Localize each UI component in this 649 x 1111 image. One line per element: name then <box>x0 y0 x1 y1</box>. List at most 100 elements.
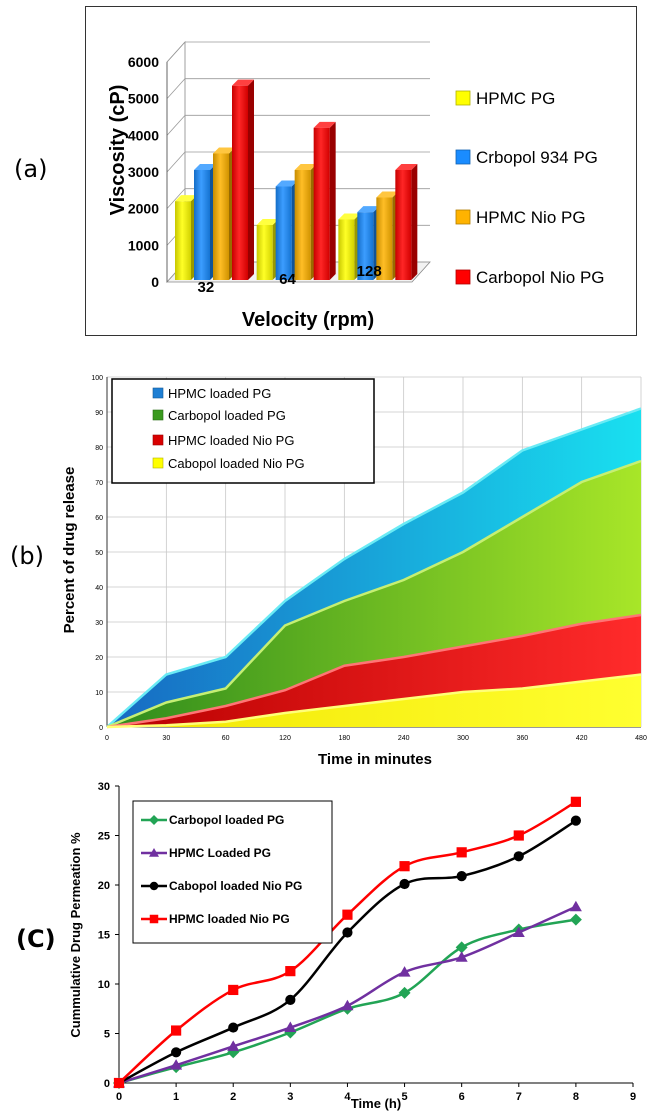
data-point <box>171 1025 182 1036</box>
x-tick-label: 128 <box>357 263 382 280</box>
y-tick-label: 30 <box>98 781 110 793</box>
bar-top <box>175 195 197 202</box>
x-tick-label: 6 <box>459 1091 465 1103</box>
data-point <box>227 1040 240 1051</box>
legend-label: Cabopol loaded Nio PG <box>169 879 302 893</box>
data-point <box>149 881 159 891</box>
bar-front <box>294 170 311 280</box>
y-tick-label: 3000 <box>128 164 159 180</box>
bar-front <box>213 153 229 280</box>
legend-swatch <box>152 457 164 469</box>
data-point <box>341 999 354 1011</box>
bar-top <box>313 121 336 128</box>
bar-front <box>232 85 248 281</box>
legend-swatch <box>455 90 471 106</box>
x-tick-label: 64 <box>279 271 296 288</box>
bar-front <box>338 219 355 280</box>
data-point <box>171 1047 182 1058</box>
y-tick-label: 4000 <box>128 127 159 143</box>
bar-front <box>376 197 393 280</box>
legend-item: Cabopol loaded Nio PG <box>152 456 305 471</box>
data-point <box>149 914 159 924</box>
legend-item: Carbopol loaded PG <box>152 408 286 423</box>
data-point <box>456 870 467 882</box>
data-point <box>285 994 296 1005</box>
y-tick-label: 10 <box>95 690 103 697</box>
bar-top <box>395 164 418 170</box>
data-point <box>570 815 581 826</box>
x-axis-title: Time in minutes <box>318 751 432 768</box>
x-tick-label: 120 <box>279 735 291 742</box>
y-tick-label: 5000 <box>128 91 159 107</box>
x-tick-label: 9 <box>630 1091 636 1103</box>
y-tick-label: 50 <box>95 550 103 557</box>
y-axis-title: Percent of drug release <box>61 467 78 634</box>
area-top-edge <box>106 673 642 729</box>
data-point <box>284 1021 297 1033</box>
bar <box>213 147 235 280</box>
y-tick-label: 0 <box>99 725 103 732</box>
legend-swatch <box>455 149 471 165</box>
legend-item: HPMC PG <box>455 89 555 108</box>
y-tick-label: 40 <box>95 585 103 592</box>
x-tick-label: 32 <box>197 279 214 296</box>
y-tick-label: 6000 <box>128 54 159 70</box>
x-tick-label: 420 <box>576 735 588 742</box>
chart-a-frame <box>85 6 637 336</box>
legend-label: Carbopol Nio PG <box>476 268 605 287</box>
x-axis-title: Velocity (rpm) <box>242 309 374 331</box>
data-point <box>149 815 159 825</box>
y-tick-label: 90 <box>95 410 103 417</box>
bar-top <box>338 213 361 220</box>
bar-top <box>357 206 380 213</box>
legend-item: Carbopol Nio PG <box>455 268 605 287</box>
y-tick-label: 80 <box>95 445 103 452</box>
data-point <box>228 984 239 996</box>
gridline-side <box>166 151 186 173</box>
bar-side <box>248 79 254 281</box>
y-tick-label: 2000 <box>128 201 159 217</box>
x-tick-label: 5 <box>401 1091 407 1103</box>
x-tick-label: 8 <box>573 1091 579 1103</box>
legend-label: HPMC Loaded PG <box>169 846 271 860</box>
x-tick-label: 0 <box>116 1091 122 1103</box>
data-point <box>569 900 582 912</box>
bar-top <box>294 164 317 170</box>
drug-release-area-chart: 0 10 20 30 40 50 60 70 80 90 100 0 30 60 120 180 240 300 3… <box>61 375 647 768</box>
legend-label: Crbopol 934 PG <box>476 148 598 167</box>
x-tick-label: 300 <box>457 735 469 742</box>
data-point <box>398 966 411 977</box>
y-tick-label: 70 <box>95 480 103 487</box>
x-tick-label: 2 <box>230 1091 236 1103</box>
bar-front <box>313 127 330 280</box>
data-point <box>342 927 353 938</box>
bar-top <box>232 79 254 86</box>
legend-label: Carbopol loaded PG <box>168 408 286 423</box>
data-point <box>512 926 525 938</box>
data-point <box>569 913 582 926</box>
area-top-edge <box>106 407 642 728</box>
bar-front <box>275 186 292 280</box>
y-tick-label: 5 <box>104 1029 110 1041</box>
legend-swatch <box>152 387 164 399</box>
y-tick-label: 25 <box>98 831 110 843</box>
legend-item: HPMC Nio PG <box>455 208 586 227</box>
legend-item: Cabopol loaded Nio PG <box>141 879 302 893</box>
legend-item: Carbopol loaded PG <box>141 813 284 827</box>
y-tick-label: 0 <box>104 1078 110 1090</box>
legend-swatch <box>152 434 164 446</box>
bar-side <box>329 121 336 280</box>
data-point <box>455 941 468 954</box>
data-point <box>399 878 410 890</box>
bar <box>313 121 336 280</box>
data-point <box>149 848 159 857</box>
bar-side <box>411 164 418 280</box>
bar <box>194 164 216 280</box>
area-top-edge <box>106 613 642 729</box>
bar-front <box>395 170 412 280</box>
viscosity-bar-chart: 0 1000 2000 3000 4000 5000 6000 32 64 128 Velocity… <box>107 40 605 331</box>
x-tick-label: 240 <box>398 735 410 742</box>
x-tick-label: 60 <box>222 735 230 742</box>
bar-top <box>256 219 279 225</box>
x-tick-label: 4 <box>344 1091 351 1103</box>
